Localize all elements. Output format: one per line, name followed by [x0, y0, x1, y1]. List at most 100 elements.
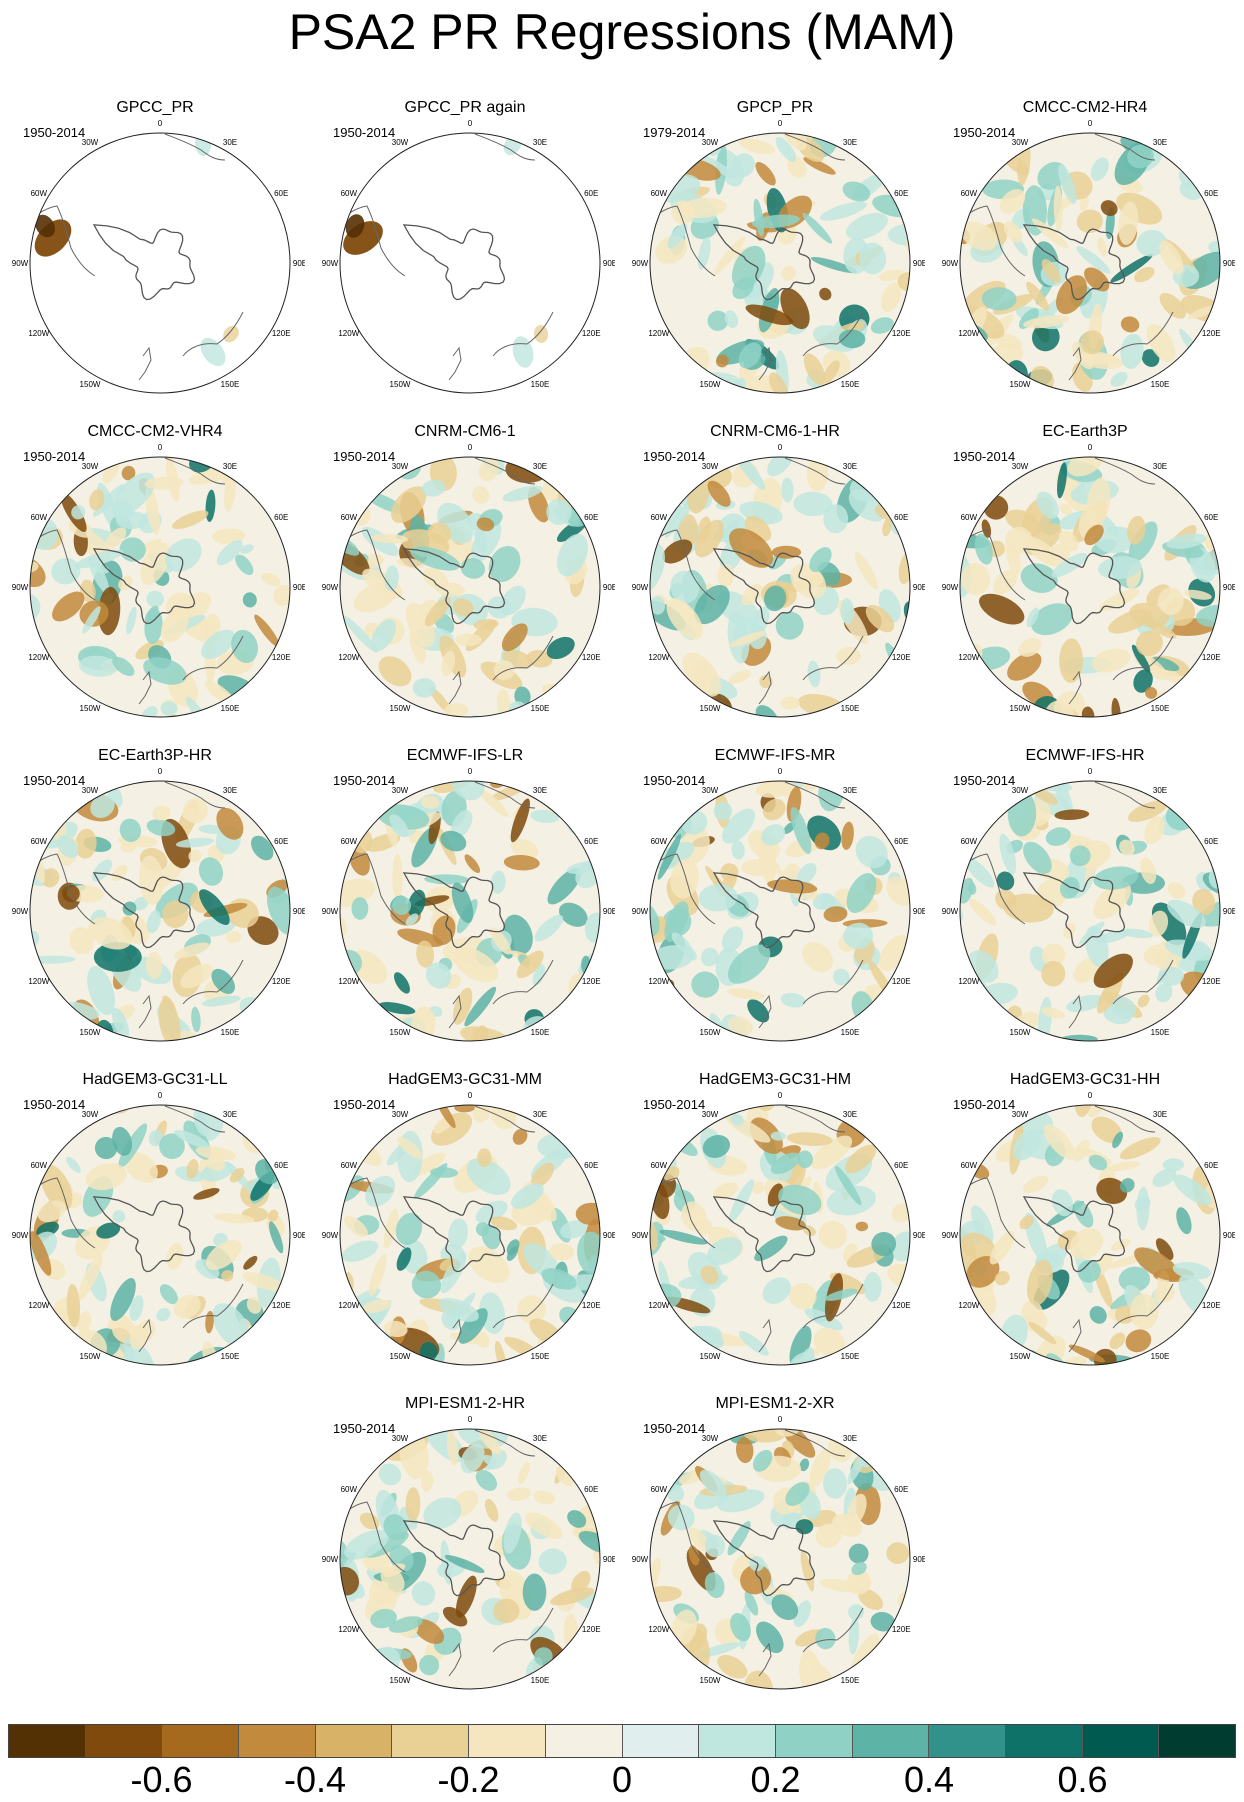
colorbar-swatch: [1159, 1725, 1235, 1757]
longitude-label: 150E: [841, 1028, 860, 1037]
longitude-label: 90W: [12, 907, 29, 916]
anomaly-blob: [126, 606, 137, 635]
anomaly-blob: [846, 212, 888, 240]
anomaly-blob: [98, 586, 121, 636]
anomaly-blob: [343, 615, 378, 653]
anomaly-blob: [795, 1519, 814, 1535]
map-rim: [959, 132, 1221, 394]
anomaly-blob: [378, 1002, 416, 1015]
anomaly-blob: [200, 337, 226, 367]
longitude-label: 90E: [913, 583, 925, 592]
longitude-label: 150E: [221, 1352, 240, 1361]
longitude-label: 60E: [584, 1485, 598, 1494]
anomaly-blob: [1068, 1344, 1106, 1363]
anomaly-blob: [1005, 509, 1040, 533]
anomaly-blob: [111, 1007, 130, 1039]
anomaly-blob: [800, 1550, 815, 1592]
anomaly-blob: [240, 544, 254, 554]
polar-map: 030E60E90E120E150E180150W120W90W60W30W: [632, 1415, 925, 1690]
longitude-label: 30W: [702, 138, 719, 147]
anomaly-blob: [121, 465, 136, 481]
continent-coastline: [182, 311, 244, 357]
continent-coastline: [758, 1642, 772, 1677]
anomaly-blob: [1118, 1266, 1151, 1293]
longitude-label: 90W: [632, 259, 649, 268]
longitude-label: 60E: [894, 189, 908, 198]
longitude-label: 90E: [603, 583, 615, 592]
anomaly-blob: [738, 342, 762, 369]
anomaly-blob: [567, 1510, 587, 1528]
anomaly-blob: [390, 486, 427, 524]
anomaly-blob: [699, 154, 738, 180]
regression-field: [960, 135, 1220, 393]
longitude-label: 120E: [272, 329, 291, 338]
longitude-label: 120E: [582, 1625, 601, 1634]
anomaly-blob: [193, 1109, 209, 1137]
anomaly-blob: [1127, 800, 1168, 823]
anomaly-blob: [441, 650, 456, 677]
longitude-label: 30W: [392, 1434, 409, 1443]
anomaly-blob: [1021, 1300, 1044, 1328]
anomaly-blob: [251, 835, 274, 861]
anomaly-blob: [132, 896, 149, 911]
longitude-label: 30E: [843, 1434, 857, 1443]
anomaly-blob: [538, 1548, 567, 1575]
anomaly-blob: [231, 629, 259, 663]
anomaly-blob: [340, 1536, 349, 1559]
continent-coastline: [138, 346, 152, 381]
longitude-label: 60W: [651, 837, 668, 846]
anomaly-blob: [1079, 196, 1089, 212]
longitude-label: 30W: [1012, 1110, 1029, 1119]
longitude-label: 120W: [648, 329, 669, 338]
map-rim: [339, 1428, 601, 1690]
anomaly-blob: [340, 1551, 357, 1579]
longitude-label: 120E: [892, 1301, 911, 1310]
anomaly-blob: [420, 1470, 434, 1492]
panel-period: 1950-2014: [333, 1097, 396, 1112]
anomaly-blob: [349, 845, 370, 876]
anomaly-blob: [1080, 330, 1105, 355]
anomaly-blob: [164, 538, 202, 572]
anomaly-blob: [435, 582, 465, 597]
anomaly-blob: [370, 1608, 397, 1629]
anomaly-blob: [479, 789, 509, 817]
longitude-label: 30E: [1153, 786, 1167, 795]
anomaly-blob: [186, 1159, 199, 1179]
longitude-label: 0: [1088, 1091, 1093, 1100]
anomaly-blob: [460, 1026, 511, 1041]
anomaly-blob: [1084, 524, 1104, 546]
map-rim: [959, 456, 1221, 718]
continent-coastline: [492, 635, 554, 681]
antarctica-coastline: [712, 872, 816, 949]
anomaly-blob: [1153, 1284, 1175, 1303]
anomaly-blob: [1067, 457, 1104, 477]
anomaly-blob: [964, 857, 995, 888]
anomaly-blob: [560, 1220, 588, 1239]
anomaly-blob: [534, 1647, 553, 1666]
anomaly-blob: [1088, 1154, 1108, 1171]
longitude-label: 0: [778, 1415, 783, 1424]
anomaly-blob: [747, 999, 770, 1023]
anomaly-blob: [882, 518, 892, 537]
anomaly-blob: [704, 1572, 725, 1599]
longitude-label: 120E: [1202, 653, 1221, 662]
anomaly-blob: [152, 805, 171, 821]
anomaly-blob: [199, 889, 230, 925]
anomaly-blob: [790, 807, 812, 854]
anomaly-blob: [1172, 1261, 1211, 1280]
anomaly-blob: [823, 504, 849, 534]
longitude-label: 150W: [80, 1352, 101, 1361]
regression-field: [960, 457, 1220, 717]
longitude-label: 30E: [533, 462, 547, 471]
anomaly-blob: [819, 287, 832, 301]
anomaly-blob: [383, 1208, 399, 1248]
anomaly-blob: [700, 947, 719, 967]
longitude-label: 90E: [1223, 259, 1235, 268]
antarctica-coastline: [712, 224, 816, 301]
longitude-label: 90W: [942, 907, 959, 916]
longitude-label: 150E: [531, 1352, 550, 1361]
continent-coastline: [138, 1318, 152, 1353]
anomaly-blob: [797, 863, 817, 884]
anomaly-blob: [842, 181, 871, 202]
anomaly-blob: [996, 871, 1015, 891]
